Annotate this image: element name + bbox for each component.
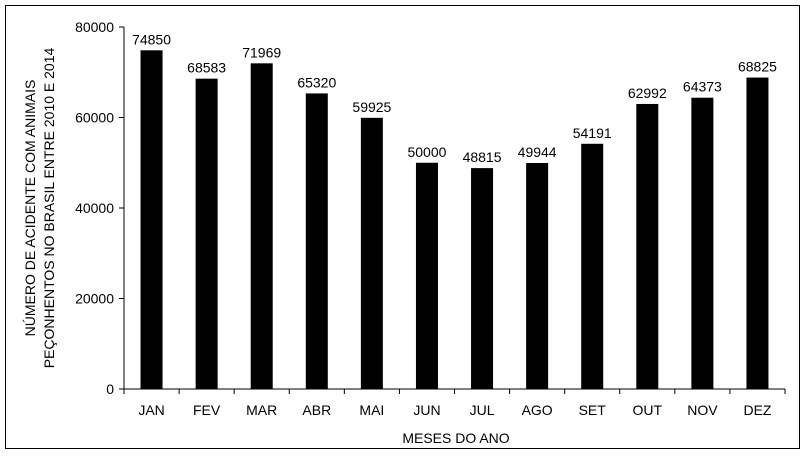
data-label: 64373	[683, 79, 722, 95]
x-tick-label: AGO	[522, 402, 553, 418]
bar	[250, 63, 273, 390]
plot-area: 0 20000 40000 60000 80000 74850 JAN 68583 FEV 719…	[75, 19, 786, 418]
y-tick-label: 80000	[75, 19, 114, 35]
x-tick-label: ABR	[302, 402, 331, 418]
data-label: 50000	[407, 144, 446, 160]
bar	[746, 77, 769, 390]
bar	[526, 163, 549, 389]
x-tick-label: JAN	[138, 402, 164, 418]
data-label: 49944	[518, 144, 557, 160]
data-label: 59925	[352, 99, 391, 115]
bar	[636, 103, 659, 390]
bar	[140, 50, 163, 390]
y-axis-title-line-1: NÚMERO DE ACIDENTE COM ANIMAIS	[22, 80, 38, 337]
data-label: 48815	[463, 149, 502, 165]
bar	[195, 78, 218, 389]
x-tick-label: MAI	[359, 402, 384, 418]
y-tick-label: 60000	[75, 110, 114, 126]
bar	[581, 143, 604, 389]
bar	[305, 93, 328, 389]
x-tick-label: JUL	[470, 402, 495, 418]
y-axis-title-line-2: PEÇONHENTOS NO BRASIL ENTRE 2010 E 2014	[41, 48, 57, 369]
chart-frame	[5, 5, 800, 449]
x-tick-label: JUN	[413, 402, 440, 418]
x-tick-label: NOV	[687, 402, 718, 418]
data-label: 65320	[297, 74, 336, 90]
bar	[415, 162, 438, 389]
x-tick-label: DEZ	[743, 402, 771, 418]
y-tick-label: 40000	[75, 200, 114, 216]
y-tick-label: 0	[106, 381, 114, 397]
x-axis-title: MESES DO ANO	[402, 430, 509, 446]
data-label: 68825	[738, 59, 777, 75]
data-label: 62992	[628, 85, 667, 101]
y-tick-label: 20000	[75, 291, 114, 307]
y-axis-title: NÚMERO DE ACIDENTE COM ANIMAIS PEÇONHENT…	[22, 48, 57, 369]
x-tick-label: OUT	[633, 402, 663, 418]
data-label: 54191	[573, 125, 612, 141]
data-label: 68583	[187, 60, 226, 76]
bar	[691, 97, 714, 390]
x-tick-label: FEV	[193, 402, 221, 418]
data-label: 74850	[132, 31, 171, 47]
bar	[360, 117, 383, 389]
x-tick-label: MAR	[246, 402, 277, 418]
bar	[471, 168, 494, 389]
data-label: 71969	[242, 44, 281, 60]
x-tick-label: SET	[579, 402, 607, 418]
